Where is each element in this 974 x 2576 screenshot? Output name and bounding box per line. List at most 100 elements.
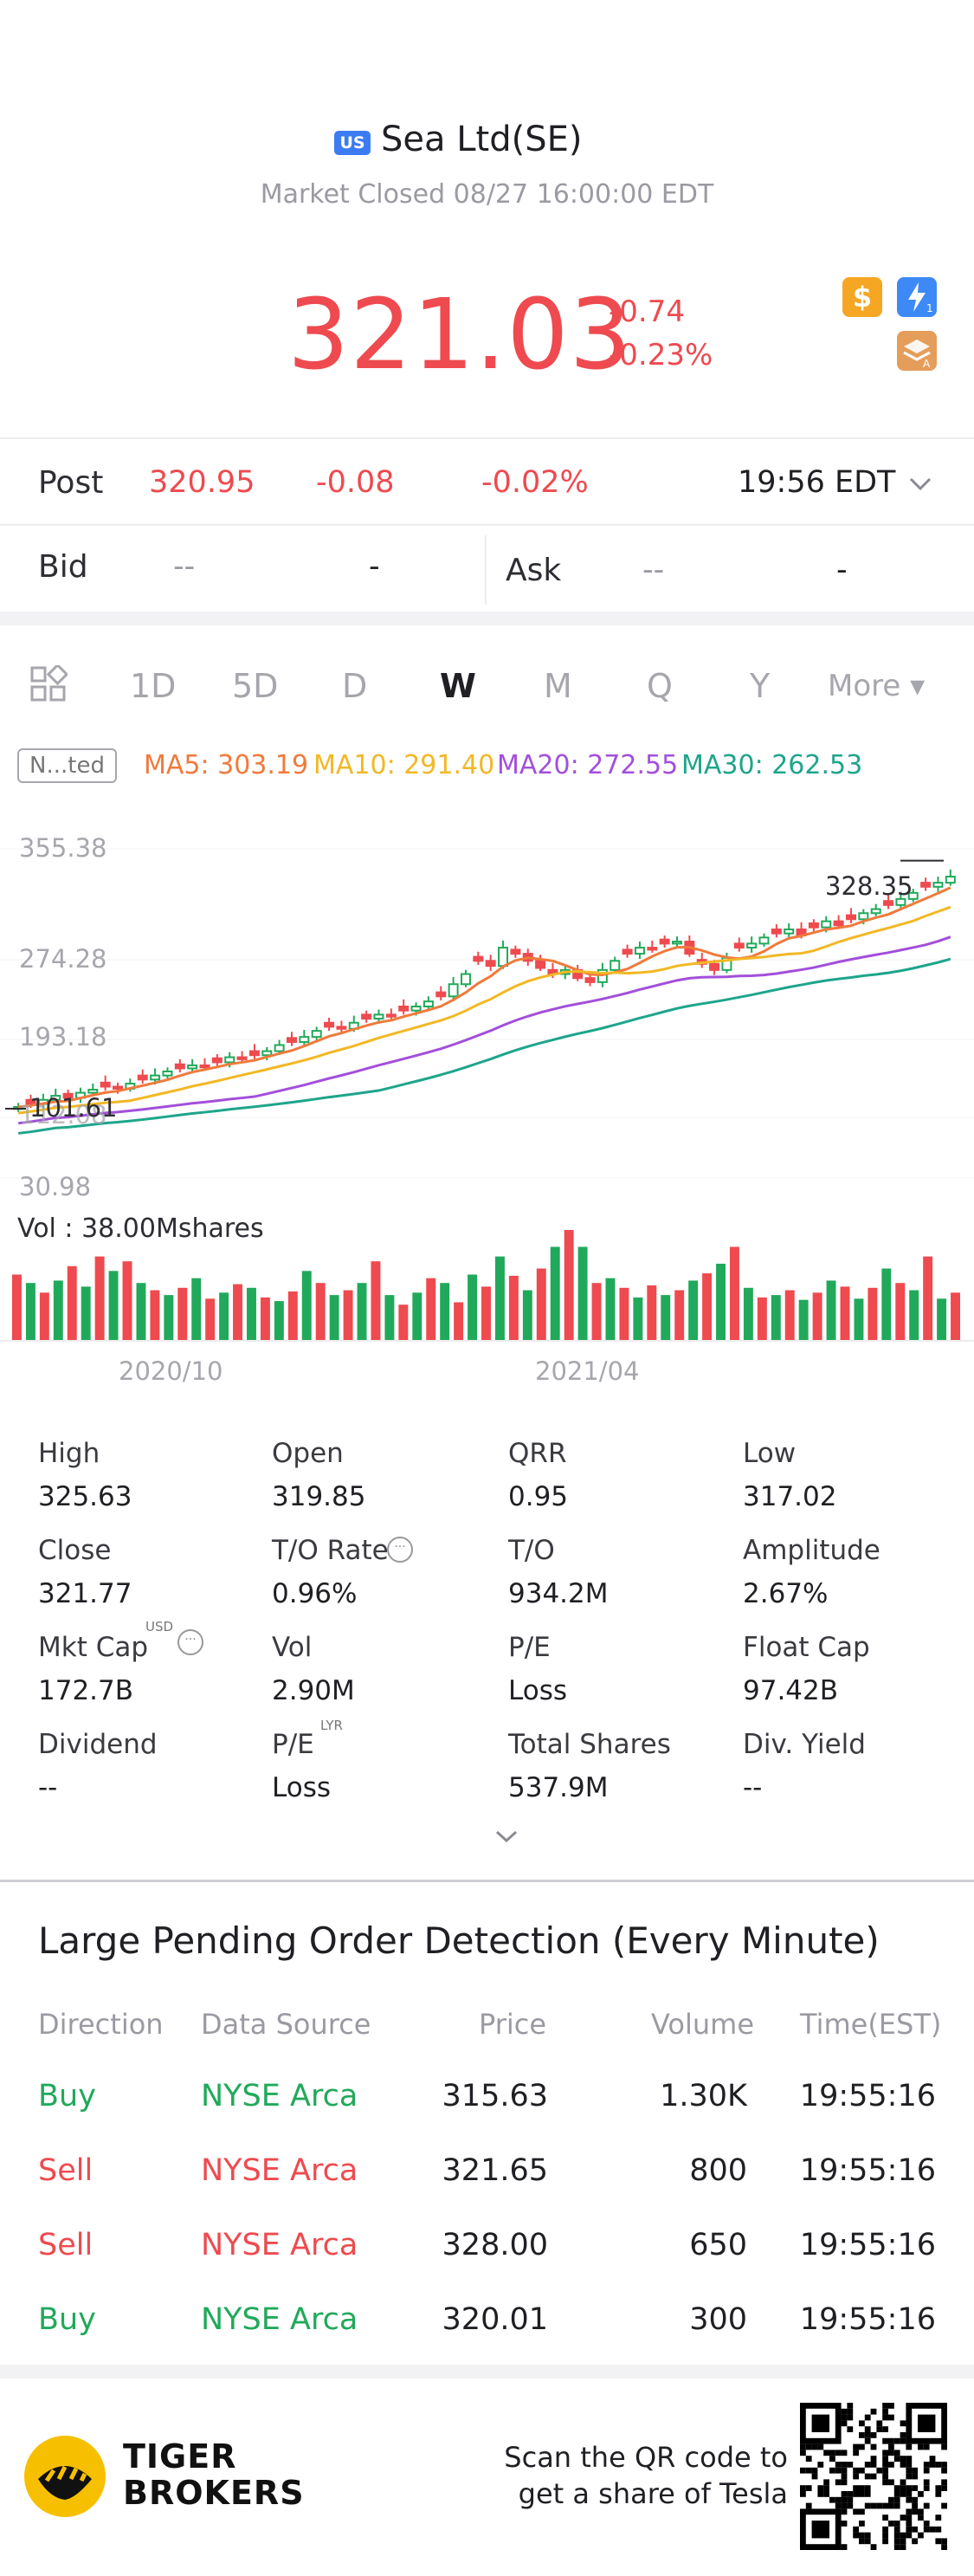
qr-module — [817, 2443, 824, 2450]
qr-module — [893, 2502, 900, 2509]
candle-body — [373, 1013, 384, 1020]
qr-module — [864, 2437, 871, 2444]
kline-chart[interactable] — [0, 814, 974, 1386]
qr-module — [800, 2443, 806, 2450]
qr-module — [912, 2502, 918, 2509]
tab-d[interactable]: D — [342, 667, 368, 705]
tab-q[interactable]: Q — [647, 667, 673, 705]
qr-module — [847, 2414, 854, 2421]
qr-module — [876, 2502, 883, 2509]
candle-body — [236, 1056, 248, 1060]
market-status: Market Closed 08/27 16:00:00 EDT — [260, 179, 714, 210]
candle-body — [25, 1098, 36, 1105]
qr-module — [888, 2443, 894, 2450]
qr-module — [893, 2450, 900, 2456]
volume-bar — [881, 1268, 892, 1341]
x-tick-label: 2020/10 — [119, 1356, 223, 1386]
qr-module — [918, 2508, 924, 2515]
volume-bar — [840, 1286, 850, 1341]
stat-value: 0.95 — [508, 1481, 569, 1512]
candle-body — [821, 920, 832, 929]
tab-w[interactable]: W — [440, 667, 476, 705]
stat-value: -- — [38, 1772, 58, 1803]
ask-label: Ask — [506, 553, 562, 588]
candle-body — [448, 983, 459, 998]
qr-module — [853, 2485, 859, 2491]
candle-body — [100, 1081, 111, 1088]
qr-finder — [918, 2414, 936, 2432]
divider — [0, 524, 974, 526]
stat-label: Div. Yield — [743, 1729, 866, 1760]
info-icon[interactable]: ··· — [177, 1629, 203, 1655]
candle-body — [113, 1085, 124, 1090]
candle-body — [622, 948, 633, 955]
section-separator — [0, 2365, 974, 2379]
stock-header: US Sea Ltd(SE) Market Closed 08/27 16:00… — [0, 0, 974, 433]
stat-label: Low — [743, 1438, 797, 1469]
order-source: NYSE Arca — [201, 2228, 358, 2262]
dollar-icon[interactable]: $ — [842, 277, 882, 317]
qr-module — [929, 2456, 936, 2462]
volume-bar — [94, 1256, 105, 1341]
order-price: 321.65 — [442, 2153, 548, 2188]
adjust-selector[interactable]: N...ted — [17, 748, 117, 783]
qr-module — [918, 2515, 924, 2521]
qr-module — [888, 2403, 894, 2409]
qr-module — [912, 2496, 918, 2503]
low-marker-label: 101.61 — [29, 1093, 118, 1123]
candle-body — [460, 973, 471, 986]
tab-m[interactable]: M — [544, 667, 572, 705]
qr-module — [870, 2502, 877, 2509]
chevron-down-icon[interactable] — [907, 473, 933, 497]
tab-5d[interactable]: 5D — [232, 667, 279, 705]
stat-value: 537.9M — [508, 1772, 609, 1803]
layers-icon[interactable]: A — [897, 331, 937, 371]
qr-module — [900, 2491, 906, 2497]
volume-bar — [743, 1287, 753, 1341]
qr-module — [864, 2532, 871, 2539]
y-tick-label: 112.08 — [19, 1100, 107, 1129]
flash-icon[interactable]: 1 — [897, 277, 937, 317]
tab-1d[interactable]: 1D — [130, 667, 177, 705]
candle-body — [336, 1026, 347, 1030]
ask-size: - — [836, 553, 848, 587]
qr-module — [853, 2491, 859, 2497]
candle-body — [672, 941, 683, 945]
tab-more[interactable]: More ▾ — [828, 669, 926, 703]
price-change-pct: -0.23% — [609, 338, 713, 372]
qr-module — [859, 2521, 865, 2527]
qr-module — [864, 2502, 871, 2509]
candle-body — [187, 1064, 198, 1070]
col-price: Price — [479, 2008, 547, 2041]
qr-module — [864, 2426, 871, 2432]
qr-module — [923, 2462, 930, 2468]
qr-module — [906, 2491, 913, 2497]
qr-module — [888, 2450, 894, 2456]
qr-module — [906, 2508, 913, 2515]
post-label: Post — [38, 465, 104, 501]
volume-bar — [522, 1290, 532, 1341]
qr-module — [900, 2544, 906, 2550]
candle-body — [771, 928, 782, 935]
qr-module — [882, 2437, 888, 2444]
volume-bar — [812, 1292, 822, 1341]
y-tick-label: 30.98 — [19, 1172, 92, 1201]
grid-icon[interactable] — [29, 663, 69, 707]
post-change-pct: -0.02% — [481, 465, 589, 500]
qr-module — [859, 2443, 865, 2450]
qr-module — [811, 2467, 818, 2474]
candle-body — [224, 1056, 235, 1064]
order-time: 19:55:16 — [799, 2153, 936, 2188]
info-icon[interactable]: ··· — [387, 1537, 413, 1563]
qr-code-icon — [800, 2403, 947, 2550]
qr-module — [900, 2515, 906, 2521]
expand-chevron-icon[interactable] — [493, 1828, 519, 1848]
candle-body — [784, 928, 795, 935]
candle-body — [746, 942, 758, 949]
tab-y[interactable]: Y — [750, 667, 771, 705]
volume-bar — [205, 1298, 216, 1341]
qr-module — [929, 2526, 936, 2533]
volume-bar — [440, 1283, 450, 1341]
qr-module — [941, 2462, 947, 2468]
qr-module — [853, 2532, 859, 2539]
